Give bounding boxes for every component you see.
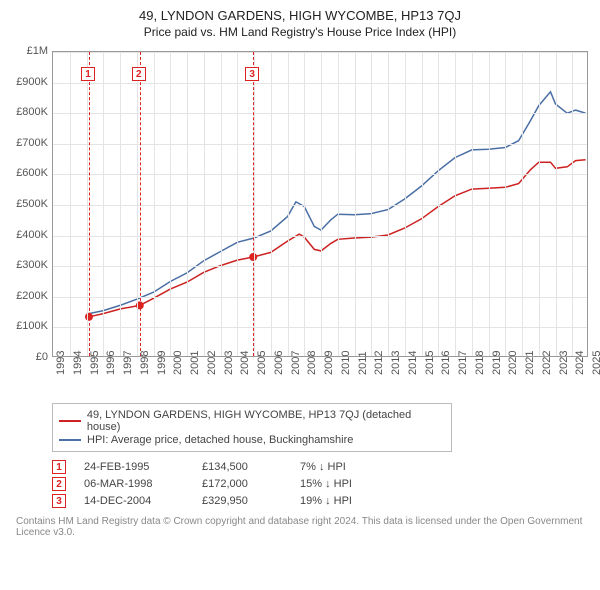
- transaction-price: £134,500: [202, 461, 282, 473]
- y-axis-label: £800K: [16, 106, 48, 118]
- x-axis-label: 2011: [357, 351, 369, 375]
- plot-area: [52, 51, 588, 357]
- transaction-row: 2 06-MAR-1998 £172,000 15% ↓ HPI: [52, 477, 592, 491]
- x-axis-label: 2017: [457, 351, 469, 375]
- x-axis-label: 2022: [541, 351, 553, 375]
- transaction-marker: 1: [52, 460, 66, 474]
- x-axis-label: 2010: [340, 351, 352, 375]
- y-axis-label: £900K: [16, 76, 48, 88]
- x-axis-label: 2020: [507, 351, 519, 375]
- transaction-table: 1 24-FEB-1995 £134,500 7% ↓ HPI 2 06-MAR…: [52, 460, 592, 508]
- x-axis-label: 2019: [491, 351, 503, 375]
- x-axis-label: 2016: [440, 351, 452, 375]
- legend-row: 49, LYNDON GARDENS, HIGH WYCOMBE, HP13 7…: [59, 409, 445, 433]
- x-axis-label: 2007: [290, 351, 302, 375]
- x-axis-label: 2005: [256, 351, 268, 375]
- y-axis-label: £200K: [16, 290, 48, 302]
- y-axis-label: £1M: [27, 45, 48, 57]
- x-axis-label: 1993: [55, 351, 67, 375]
- transaction-date: 14-DEC-2004: [84, 495, 184, 507]
- y-axis-label: £100K: [16, 320, 48, 332]
- x-axis-label: 2008: [306, 351, 318, 375]
- transaction-diff: 7% ↓ HPI: [300, 461, 400, 473]
- x-axis-label: 2018: [474, 351, 486, 375]
- x-axis-label: 2002: [206, 351, 218, 375]
- legend-label: HPI: Average price, detached house, Buck…: [87, 434, 353, 446]
- x-axis-label: 2001: [189, 351, 201, 375]
- chart-marker: 1: [81, 67, 95, 81]
- x-axis-label: 2015: [424, 351, 436, 375]
- x-axis-label: 2009: [323, 351, 335, 375]
- chart-subtitle: Price paid vs. HM Land Registry's House …: [8, 25, 592, 39]
- y-axis-label: £600K: [16, 167, 48, 179]
- transaction-row: 1 24-FEB-1995 £134,500 7% ↓ HPI: [52, 460, 592, 474]
- x-axis-label: 1998: [139, 351, 151, 375]
- y-axis-label: £700K: [16, 137, 48, 149]
- chart-box: £0 £100K £200K £300K £400K £500K £600K £700K £80…: [8, 45, 592, 395]
- x-axis-label: 2023: [558, 351, 570, 375]
- x-axis-label: 2006: [273, 351, 285, 375]
- transaction-date: 24-FEB-1995: [84, 461, 184, 473]
- y-axis-label: £300K: [16, 259, 48, 271]
- x-axis-label: 1995: [89, 351, 101, 375]
- transaction-date: 06-MAR-1998: [84, 478, 184, 490]
- transaction-diff: 19% ↓ HPI: [300, 495, 400, 507]
- x-axis-label: 2025: [591, 351, 600, 375]
- transaction-row: 3 14-DEC-2004 £329,950 19% ↓ HPI: [52, 494, 592, 508]
- x-axis-label: 2012: [373, 351, 385, 375]
- y-axis-label: £400K: [16, 229, 48, 241]
- y-axis-label: £500K: [16, 198, 48, 210]
- legend-label: 49, LYNDON GARDENS, HIGH WYCOMBE, HP13 7…: [87, 409, 445, 433]
- x-axis-label: 1996: [105, 351, 117, 375]
- legend-swatch: [59, 420, 81, 422]
- x-axis-label: 2021: [524, 351, 536, 375]
- x-axis-label: 2003: [223, 351, 235, 375]
- legend-row: HPI: Average price, detached house, Buck…: [59, 434, 445, 446]
- chart-marker: 2: [132, 67, 146, 81]
- chart-title: 49, LYNDON GARDENS, HIGH WYCOMBE, HP13 7…: [8, 8, 592, 23]
- transaction-marker: 3: [52, 494, 66, 508]
- chart-container: 49, LYNDON GARDENS, HIGH WYCOMBE, HP13 7…: [0, 0, 600, 548]
- x-axis-label: 1999: [156, 351, 168, 375]
- y-axis-label: £0: [36, 351, 48, 363]
- transaction-price: £329,950: [202, 495, 282, 507]
- x-axis-label: 2000: [172, 351, 184, 375]
- transaction-marker: 2: [52, 477, 66, 491]
- x-axis-label: 2004: [239, 351, 251, 375]
- x-axis-label: 1994: [72, 351, 84, 375]
- x-axis-label: 2014: [407, 351, 419, 375]
- legend-swatch: [59, 439, 81, 441]
- chart-marker: 3: [245, 67, 259, 81]
- transaction-diff: 15% ↓ HPI: [300, 478, 400, 490]
- credit-text: Contains HM Land Registry data © Crown c…: [16, 516, 592, 538]
- transaction-price: £172,000: [202, 478, 282, 490]
- x-axis-label: 2013: [390, 351, 402, 375]
- x-axis-label: 1997: [122, 351, 134, 375]
- x-axis-label: 2024: [574, 351, 586, 375]
- legend: 49, LYNDON GARDENS, HIGH WYCOMBE, HP13 7…: [52, 403, 452, 452]
